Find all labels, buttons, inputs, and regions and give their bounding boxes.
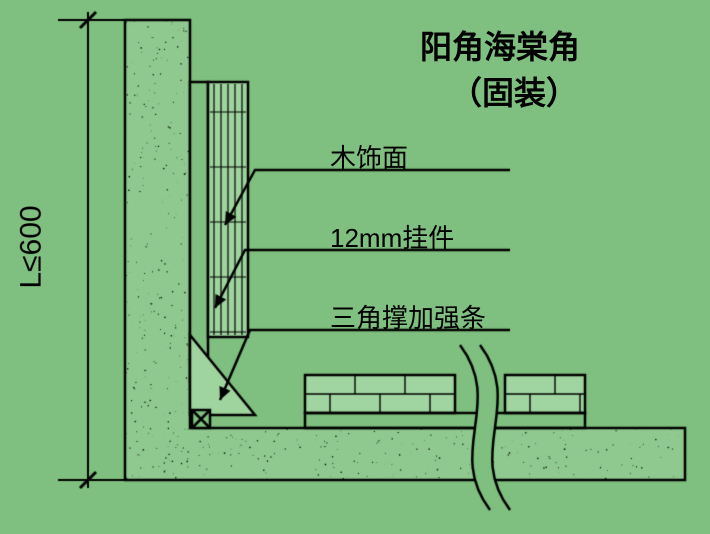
title-line1: 阳角海棠角 (420, 22, 580, 68)
diagram-canvas (0, 0, 710, 534)
title-line2: （固装） (450, 68, 578, 114)
callout-hanger: 12mm挂件 (330, 218, 454, 255)
callout-veneer: 木饰面 (330, 138, 408, 175)
callout-brace: 三角撑加强条 (330, 298, 486, 335)
dimension-text: L≤600 (15, 205, 49, 288)
